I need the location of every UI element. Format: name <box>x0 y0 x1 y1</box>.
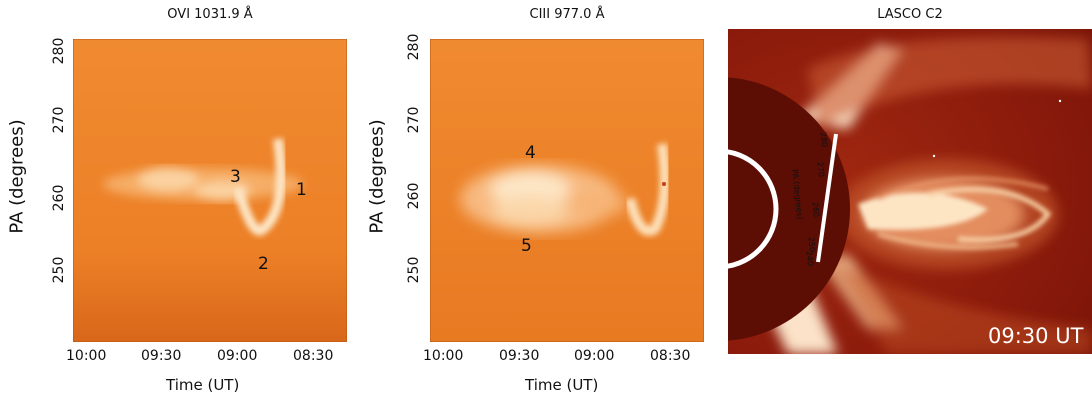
feature-label: 2 <box>258 254 269 274</box>
ovi-intensity-map <box>73 39 347 342</box>
y-tick-label: 260 <box>406 182 422 210</box>
panel-lasco: LASCO C2 <box>728 0 1092 403</box>
ciii-intensity-map <box>430 39 704 342</box>
panel-title: OVI 1031.9 Å <box>167 7 253 22</box>
panel-title: LASCO C2 <box>877 7 943 22</box>
x-tick-label: 08:30 <box>650 348 691 364</box>
feature-label: 5 <box>521 236 532 256</box>
lasco-c2-image <box>728 29 1092 354</box>
panel-ovi: OVI 1031.9 Å PA (degrees) 3 1 2 280 270 … <box>0 0 360 403</box>
x-tick-label: 08:30 <box>293 348 334 364</box>
x-axis-label: Time (UT) <box>525 376 599 394</box>
y-tick-label: 270 <box>51 106 67 134</box>
y-tick-label: 250 <box>406 256 422 284</box>
x-tick-label: 10:00 <box>66 348 107 364</box>
x-tick-label: 09:30 <box>141 348 182 364</box>
panel-ciii: CIII 977.0 Å PA (degrees) 4 5 280 270 26… <box>360 0 720 403</box>
y-tick-label: 250 <box>51 256 67 284</box>
feature-label: 3 <box>230 167 241 187</box>
feature-label: 1 <box>296 180 307 200</box>
x-tick-label: 10:00 <box>423 348 464 364</box>
y-tick-label: 280 <box>406 33 422 61</box>
x-tick-label: 09:00 <box>574 348 615 364</box>
panel-title: CIII 977.0 Å <box>529 7 605 22</box>
slit-tick-label: 260 <box>810 201 821 218</box>
y-tick-label: 260 <box>51 184 67 212</box>
x-axis-label: Time (UT) <box>166 376 240 394</box>
x-tick-label: 09:00 <box>217 348 258 364</box>
slit-tick-label: 240 <box>804 250 815 267</box>
feature-label: 4 <box>525 143 536 163</box>
slit-tick-label: 270 <box>815 161 826 178</box>
x-tick-label: 09:30 <box>499 348 540 364</box>
timestamp-label: 09:30 UT <box>988 324 1084 348</box>
slit-tick-label: 280 <box>818 131 829 148</box>
y-tick-label: 270 <box>406 106 422 134</box>
y-tick-label: 280 <box>51 37 67 65</box>
y-axis-label: PA (degrees) <box>6 119 28 234</box>
y-axis-label: PA (degrees) <box>366 119 388 234</box>
